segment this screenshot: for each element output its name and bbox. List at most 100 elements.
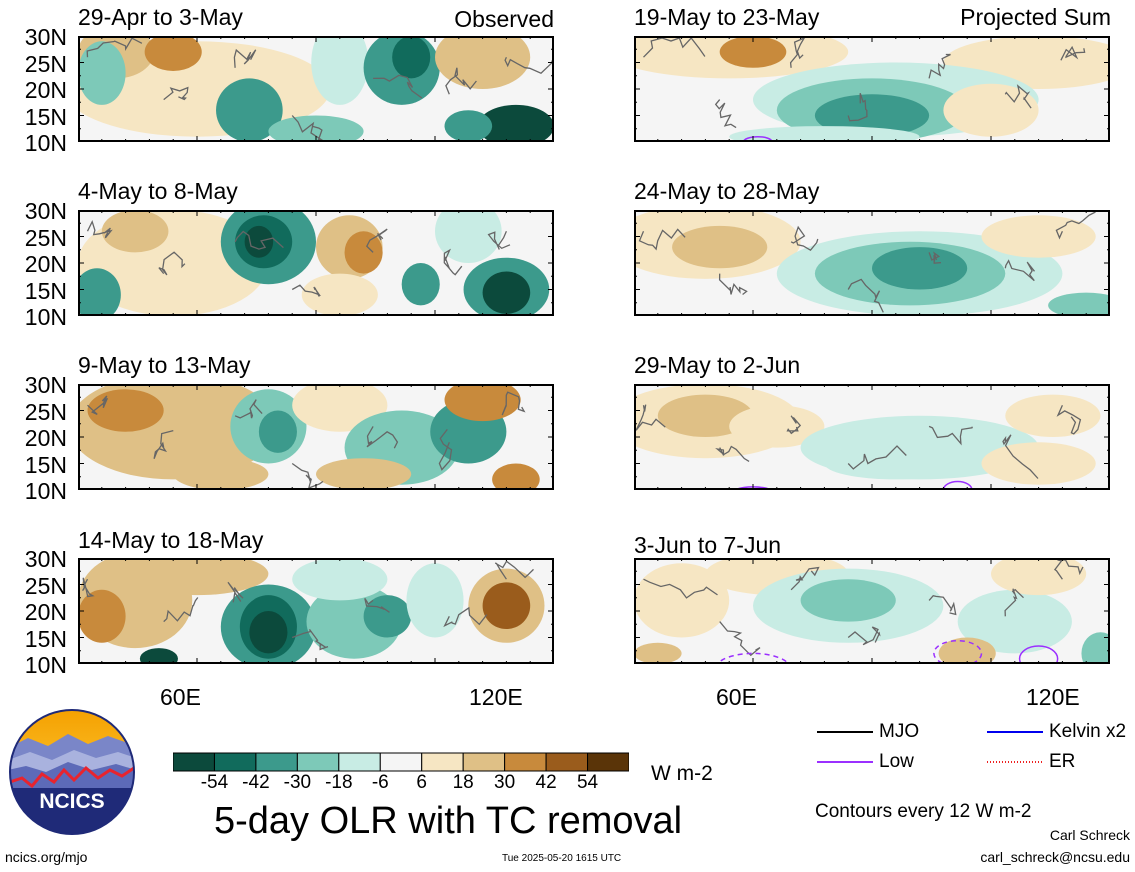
olr-anomaly-shade bbox=[1005, 394, 1101, 437]
coastline bbox=[638, 211, 1096, 313]
olr-anomaly-shade bbox=[729, 405, 825, 448]
legend-lines bbox=[817, 731, 1043, 763]
legend-label-mjo: MJO bbox=[879, 721, 920, 742]
olr-anomaly-shade bbox=[657, 394, 753, 437]
colorbar-swatch bbox=[504, 752, 547, 772]
legend-label-kelvin: Kelvin x2 bbox=[1049, 721, 1127, 742]
legend-label-er: ER bbox=[1049, 751, 1076, 772]
colorbar-tick-label: 18 bbox=[452, 772, 474, 793]
olr-anomaly-shade bbox=[216, 78, 283, 142]
olr-anomaly-shade bbox=[824, 447, 968, 480]
olr-anomaly-shade bbox=[957, 589, 1072, 654]
coastline bbox=[643, 559, 1084, 657]
contour-line bbox=[942, 480, 973, 490]
olr-anomaly-shade bbox=[87, 389, 164, 432]
projected-map-3 bbox=[634, 384, 1110, 490]
olr-anomaly-shade bbox=[981, 215, 1096, 258]
colorbar-swatch bbox=[213, 752, 257, 772]
colorbar-tick-label: 54 bbox=[576, 772, 599, 793]
contour-legend: MJO Kelvin x2 Low ER bbox=[815, 720, 1135, 780]
colorbar-tick-label: -42 bbox=[242, 772, 270, 793]
olr-anomaly-shade bbox=[444, 110, 493, 142]
observed-tag: Observed bbox=[454, 6, 554, 32]
olr-anomaly-shade bbox=[401, 263, 440, 306]
lat-label-30n-row4: 30N bbox=[24, 546, 67, 572]
lat-label-25n-row4: 25N bbox=[24, 572, 67, 599]
olr-anomaly-shade bbox=[316, 458, 412, 490]
colorbar-swatch bbox=[379, 752, 423, 772]
olr-anomaly-shade bbox=[435, 36, 531, 89]
author-email: carl_schreck@ncsu.edu bbox=[980, 849, 1130, 865]
projected-map-2 bbox=[634, 210, 1110, 316]
olr-anomaly-shade bbox=[125, 558, 269, 596]
lat-label-10n-row4: 10N bbox=[24, 652, 67, 678]
lat-label-15n-row2: 15N bbox=[24, 277, 67, 304]
olr-anomaly-shade bbox=[249, 611, 288, 654]
lat-label-30n-row3: 30N bbox=[24, 372, 67, 398]
panel-title-projected-2: 24-May to 28-May bbox=[634, 178, 820, 204]
lon-label-120e-left: 120E bbox=[469, 684, 523, 710]
footer-url: ncics.org/mjo bbox=[5, 849, 88, 865]
olr-anomaly-shade bbox=[344, 231, 383, 274]
colorbar-tick-label: -54 bbox=[200, 772, 229, 793]
olr-anomaly-shade bbox=[258, 410, 297, 453]
colorbar-swatch bbox=[173, 752, 215, 772]
panel-title-observed-4: 14-May to 18-May bbox=[78, 527, 264, 553]
olr-anomaly-shade bbox=[101, 210, 169, 253]
olr-anomaly-shade bbox=[78, 41, 126, 105]
contour-note: Contours every 12 W m-2 bbox=[815, 801, 1032, 822]
projected-map-4 bbox=[634, 558, 1110, 664]
colorbar bbox=[173, 752, 629, 774]
lat-label-10n-row2: 10N bbox=[24, 304, 67, 330]
olr-anomaly-shade bbox=[1048, 292, 1110, 316]
lat-label-10n-row3: 10N bbox=[24, 478, 67, 504]
olr-anomaly-shade bbox=[78, 589, 126, 643]
lat-label-10n-row1: 10N bbox=[24, 130, 67, 156]
olr-anomaly-shade bbox=[392, 36, 431, 79]
coastline bbox=[643, 36, 1086, 129]
coastline bbox=[635, 404, 1082, 479]
colorbar-swatch bbox=[296, 752, 340, 772]
colorbar-tick-label: 42 bbox=[535, 772, 557, 793]
olr-anomaly-shade bbox=[144, 36, 202, 71]
panel-title-projected-4: 3-Jun to 7-Jun bbox=[634, 532, 782, 558]
colorbar-swatches bbox=[173, 752, 629, 772]
author-name: Carl Schreck bbox=[1049, 827, 1130, 843]
observed-map-4 bbox=[78, 558, 554, 664]
panel-title-projected-1: 19-May to 23-May bbox=[634, 4, 820, 30]
olr-anomaly-shade bbox=[311, 36, 369, 105]
olr-anomaly-shade bbox=[482, 271, 531, 314]
lat-label-15n-row1: 15N bbox=[24, 103, 67, 130]
coastline bbox=[87, 391, 526, 490]
panel-title-observed-3: 9-May to 13-May bbox=[78, 352, 251, 378]
olr-anomaly-shade bbox=[634, 563, 730, 638]
olr-anomaly-shade bbox=[634, 642, 682, 664]
main-title: 5-day OLR with TC removal bbox=[214, 800, 683, 842]
olr-anomaly-shade bbox=[78, 268, 121, 316]
lat-label-15n-row4: 15N bbox=[24, 625, 67, 652]
projected-tag: Projected Sum bbox=[960, 4, 1111, 30]
panel-title-projected-3: 29-May to 2-Jun bbox=[634, 352, 801, 378]
contour-line bbox=[1018, 645, 1059, 664]
olr-anomaly-shade bbox=[482, 582, 531, 630]
olr-anomaly-shade bbox=[981, 442, 1096, 485]
olr-anomaly-shade bbox=[268, 115, 364, 142]
colorbar-swatch bbox=[338, 752, 381, 772]
olr-anomaly-shade bbox=[719, 36, 787, 68]
olr-anomaly-shade bbox=[406, 563, 464, 638]
olr-anomaly-shade bbox=[991, 558, 1087, 596]
projected-map-1 bbox=[634, 36, 1110, 142]
olr-anomaly-shade bbox=[943, 83, 1039, 137]
lat-label-25n-row3: 25N bbox=[24, 398, 67, 425]
colorbar-unit: W m-2 bbox=[651, 762, 713, 785]
lat-label-30n-row1: 30N bbox=[24, 24, 67, 50]
olr-anomaly-shade bbox=[139, 648, 178, 664]
colorbar-tick-label: 6 bbox=[416, 772, 427, 793]
lat-label-20n-row2: 20N bbox=[24, 251, 67, 277]
olr-anomaly-shade bbox=[292, 558, 388, 601]
lat-label-25n-row2: 25N bbox=[24, 224, 67, 251]
lat-label-20n-row1: 20N bbox=[24, 77, 67, 103]
olr-anomaly-shade bbox=[800, 579, 896, 622]
colorbar-tick-label: -6 bbox=[371, 772, 389, 793]
colorbar-swatch bbox=[462, 752, 506, 772]
